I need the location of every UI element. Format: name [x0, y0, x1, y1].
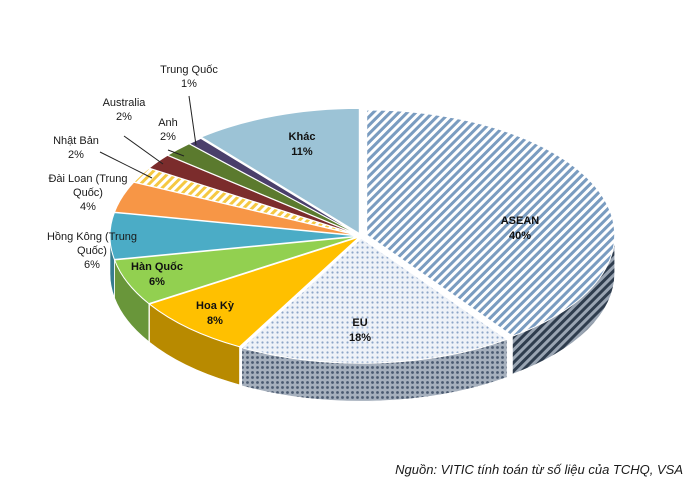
data-label-eu: EU [352, 317, 367, 329]
data-label-nhat-ban: Nhật Bản [53, 135, 99, 147]
pie-slice-han-quoc [113, 236, 359, 305]
data-value-asean: 40% [509, 230, 531, 242]
pie-slice-khac [200, 107, 360, 235]
source-note: Nguồn: VITIC tính toán từ số liệu của TC… [395, 462, 683, 477]
data-label-han-quoc: Hàn Quốc [131, 261, 183, 273]
data-value-eu: 18% [349, 332, 371, 344]
data-label-asean: ASEAN [501, 215, 540, 227]
pie-slice-asean [366, 109, 616, 337]
data-label-trung-quoc: Trung Quốc [160, 64, 218, 76]
leader-line-nhat-ban [99, 151, 153, 179]
pie-sides [109, 234, 616, 402]
data-value-anh: 2% [160, 131, 176, 143]
data-label-hong-kong-trung-quoc-line2: Quốc) [77, 245, 107, 257]
data-label-khac: Khác [289, 131, 316, 143]
data-value-hong-kong-trung-quoc: 6% [84, 259, 100, 271]
data-label-anh: Anh [158, 117, 178, 129]
data-label-dai-loan-trung-quoc: Đài Loan (Trung [48, 173, 127, 185]
data-value-hoa-ky: 8% [207, 315, 223, 327]
pie-labels: ASEAN 40% EU 18% Hoa Kỳ 8% Hàn Quốc 6% Hồng Kông… [47, 64, 539, 344]
data-value-khac: 11% [291, 146, 313, 158]
leader-line-trung-quoc [188, 95, 197, 146]
data-value-trung-quoc: 1% [181, 78, 197, 90]
data-value-australia: 2% [116, 111, 132, 123]
pie-tops [109, 107, 616, 364]
leader-line-anh [167, 149, 185, 157]
data-label-australia: Australia [103, 97, 147, 109]
data-value-han-quoc: 6% [149, 276, 165, 288]
pie-slice-eu [240, 237, 509, 364]
data-label-hong-kong-trung-quoc: Hồng Kông (Trung [47, 231, 137, 243]
leader-line-australia [123, 135, 164, 165]
pie-slice-hoa-ky [148, 236, 360, 348]
pie-slice-hong-kong-trung-quoc [109, 212, 359, 260]
data-value-dai-loan-trung-quoc: 4% [80, 201, 96, 213]
data-label-hoa-ky: Hoa Kỳ [196, 300, 235, 312]
data-value-nhat-ban: 2% [68, 149, 84, 161]
pie-leaders [99, 95, 197, 179]
data-label-dai-loan-trung-quoc-line2: Quốc) [73, 187, 103, 199]
